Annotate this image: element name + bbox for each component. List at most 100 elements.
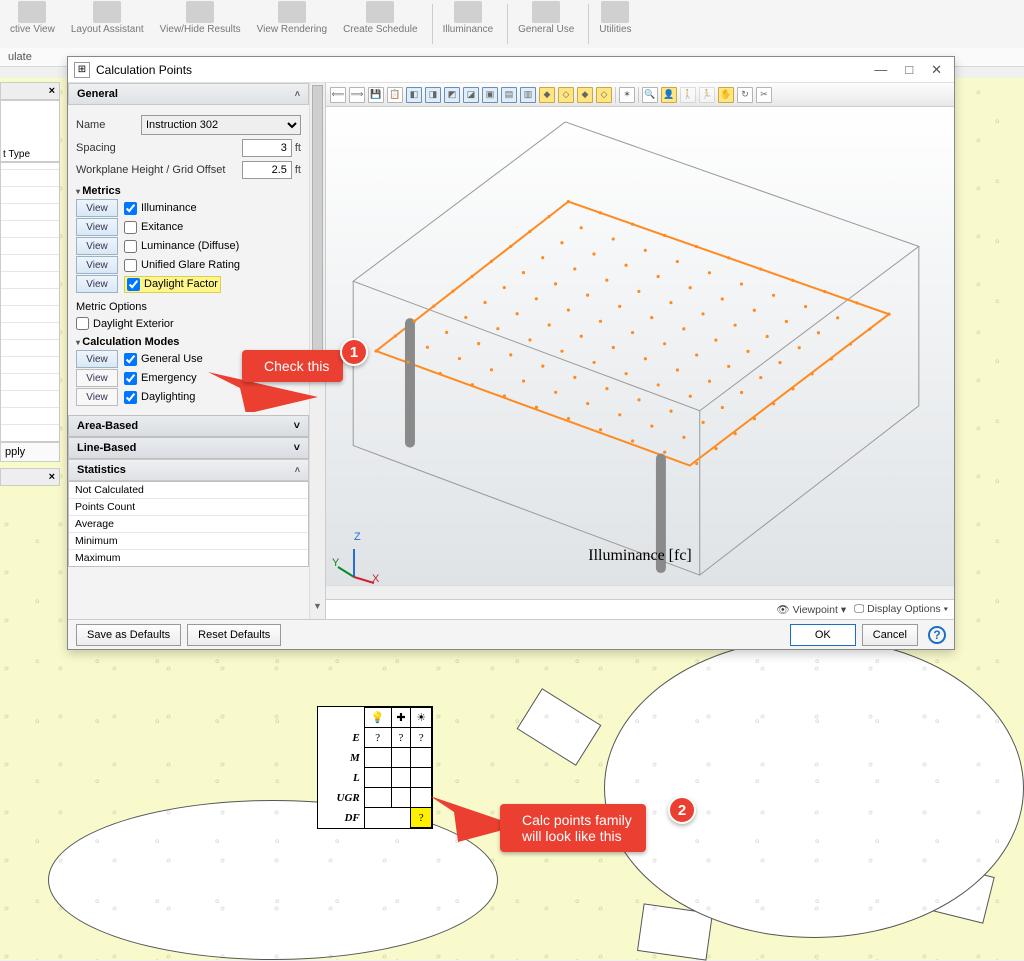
help-icon[interactable]: ? bbox=[928, 626, 946, 644]
metric-checkbox[interactable]: Luminance (Diffuse) bbox=[124, 240, 239, 253]
stats-row: Minimum bbox=[69, 533, 308, 550]
ribbon-btn-layout[interactable]: Layout Assistant bbox=[65, 0, 150, 48]
section-area-based[interactable]: Area-Based˅ bbox=[68, 415, 309, 437]
close-icon[interactable]: × bbox=[49, 471, 55, 483]
stats-notcalc: Not Calculated bbox=[69, 482, 308, 499]
metric-checkbox[interactable]: Illuminance bbox=[124, 202, 197, 215]
view-iso-icon[interactable]: ◆ bbox=[577, 87, 593, 103]
ribbon-btn-illuminance[interactable]: Illuminance bbox=[437, 0, 500, 48]
titlebar[interactable]: ⊞ Calculation Points — □ ✕ bbox=[68, 57, 954, 83]
ribbon-btn-viewhide[interactable]: View/Hide Results bbox=[154, 0, 247, 48]
ribbon-btn-schedule[interactable]: Create Schedule bbox=[337, 0, 424, 48]
view-cube-icon[interactable]: ▤ bbox=[501, 87, 517, 103]
copy-icon[interactable]: 📋 bbox=[387, 87, 403, 103]
mode-checkbox[interactable]: General Use bbox=[124, 353, 203, 366]
window-title: Calculation Points bbox=[96, 63, 192, 77]
callout-badge-2: 2 bbox=[668, 796, 696, 824]
view-button[interactable]: View bbox=[76, 275, 118, 293]
view-button[interactable]: View bbox=[76, 388, 118, 406]
view-cube-icon[interactable]: ◧ bbox=[406, 87, 422, 103]
name-select[interactable]: Instruction 302 bbox=[141, 115, 301, 135]
save-icon[interactable]: 💾 bbox=[368, 87, 384, 103]
close-button[interactable]: ✕ bbox=[931, 62, 942, 78]
room-isometric bbox=[326, 107, 954, 585]
chevron-down-icon: ˅ bbox=[294, 420, 300, 432]
window-icon: ⊞ bbox=[74, 62, 90, 78]
display-options-dropdown[interactable]: 🖵 Display Options ▾ bbox=[854, 603, 948, 616]
minimize-button[interactable]: — bbox=[874, 62, 887, 78]
cut-icon[interactable]: ✂ bbox=[756, 87, 772, 103]
nav-fwd-icon[interactable]: ⟹ bbox=[349, 87, 365, 103]
name-label: Name bbox=[76, 119, 141, 131]
view-iso-icon[interactable]: ◇ bbox=[596, 87, 612, 103]
chair bbox=[866, 777, 944, 839]
walk-icon: 🚶 bbox=[680, 87, 696, 103]
chevron-up-icon: ˄ bbox=[295, 465, 300, 475]
maximize-button[interactable]: □ bbox=[905, 62, 913, 78]
reset-defaults-button[interactable]: Reset Defaults bbox=[187, 624, 281, 646]
property-grid[interactable] bbox=[0, 162, 60, 442]
view-button[interactable]: View bbox=[76, 350, 118, 368]
calc-points-family-table: 💡✚☀ E??? M L UGR DF? bbox=[317, 706, 433, 829]
viewport-toolbar: ⟸ ⟹ 💾 📋 ◧ ◨ ◩ ◪ ▣ ▤ ▥ ◆ ◇ ◆ ◇ ✶ 🔍 👤 bbox=[326, 83, 954, 107]
button-row: Save as Defaults Reset Defaults OK Cance… bbox=[68, 619, 954, 649]
nav-back-icon[interactable]: ⟸ bbox=[330, 87, 346, 103]
view-cube-icon[interactable]: ▥ bbox=[520, 87, 536, 103]
view-cube-icon[interactable]: ▣ bbox=[482, 87, 498, 103]
view-iso-icon[interactable]: ◇ bbox=[558, 87, 574, 103]
metric-checkbox[interactable]: Unified Glare Rating bbox=[124, 259, 240, 272]
view-cube-icon[interactable]: ◩ bbox=[444, 87, 460, 103]
metric-checkbox[interactable]: Daylight Factor bbox=[124, 276, 221, 293]
section-statistics[interactable]: Statistics˄ bbox=[68, 459, 309, 481]
calculation-points-window: ⊞ Calculation Points — □ ✕ General˄ Name… bbox=[67, 56, 955, 650]
stats-row: Average bbox=[69, 516, 308, 533]
ribbon-btn-view[interactable]: ctive View bbox=[4, 0, 61, 48]
metric-checkbox[interactable]: Exitance bbox=[124, 221, 183, 234]
section-line-based[interactable]: Line-Based˅ bbox=[68, 437, 309, 459]
calcmodes-header[interactable]: Calculation Modes bbox=[76, 336, 301, 348]
left-dock: × t Type pply × bbox=[0, 82, 60, 486]
view-button[interactable]: View bbox=[76, 199, 118, 217]
chair bbox=[517, 688, 602, 766]
spacing-input[interactable] bbox=[242, 139, 292, 157]
view-cube-icon[interactable]: ◨ bbox=[425, 87, 441, 103]
metrics-header[interactable]: Metrics bbox=[76, 185, 301, 197]
hand-icon[interactable]: ✋ bbox=[718, 87, 734, 103]
people-icon[interactable]: 👤 bbox=[661, 87, 677, 103]
target-icon[interactable]: ✶ bbox=[619, 87, 635, 103]
zoom-icon[interactable]: 🔍 bbox=[642, 87, 658, 103]
stats-row: Points Count bbox=[69, 499, 308, 516]
ribbon-btn-rendering[interactable]: View Rendering bbox=[251, 0, 333, 48]
view-button[interactable]: View bbox=[76, 256, 118, 274]
view-button[interactable]: View bbox=[76, 218, 118, 236]
workplane-label: Workplane Height / Grid Offset bbox=[76, 164, 242, 176]
ok-button[interactable]: OK bbox=[790, 624, 856, 646]
mode-checkbox[interactable]: Emergency bbox=[124, 372, 197, 385]
stats-list: Not Calculated Points Count Average Mini… bbox=[68, 481, 309, 567]
refresh-icon[interactable]: ↻ bbox=[737, 87, 753, 103]
chevron-down-icon: ˅ bbox=[294, 442, 300, 454]
daylight-exterior-check[interactable]: Daylight Exterior bbox=[76, 317, 301, 330]
viewpoint-dropdown[interactable]: 👁 Viewpoint ▾ bbox=[776, 603, 846, 616]
view-iso-icon[interactable]: ◆ bbox=[539, 87, 555, 103]
apply-button[interactable]: pply bbox=[0, 442, 60, 462]
dock-header-2: × bbox=[0, 468, 60, 486]
view-button[interactable]: View bbox=[76, 369, 118, 387]
view-button[interactable]: View bbox=[76, 237, 118, 255]
viewport-column: ⟸ ⟹ 💾 📋 ◧ ◨ ◩ ◪ ▣ ▤ ▥ ◆ ◇ ◆ ◇ ✶ 🔍 👤 bbox=[326, 83, 954, 619]
ribbon-btn-generaluse[interactable]: General Use bbox=[512, 0, 580, 48]
viewport-footer: 👁 Viewpoint ▾ 🖵 Display Options ▾ bbox=[326, 599, 954, 619]
save-defaults-button[interactable]: Save as Defaults bbox=[76, 624, 181, 646]
cancel-button[interactable]: Cancel bbox=[862, 624, 918, 646]
close-icon[interactable]: × bbox=[49, 85, 55, 97]
rounded-table bbox=[604, 638, 1024, 938]
scrollbar-horizontal[interactable] bbox=[326, 585, 954, 599]
view-cube-icon[interactable]: ◪ bbox=[463, 87, 479, 103]
workplane-input[interactable] bbox=[242, 161, 292, 179]
chevron-up-icon: ˄ bbox=[295, 89, 300, 99]
metric-options-label: Metric Options bbox=[76, 301, 301, 313]
mode-checkbox[interactable]: Daylighting bbox=[124, 391, 195, 404]
ribbon-btn-utilities[interactable]: Utilities bbox=[593, 0, 637, 48]
section-general[interactable]: General˄ bbox=[68, 83, 309, 105]
viewport-3d[interactable]: Z Y X Illuminance [fc] bbox=[326, 107, 954, 585]
